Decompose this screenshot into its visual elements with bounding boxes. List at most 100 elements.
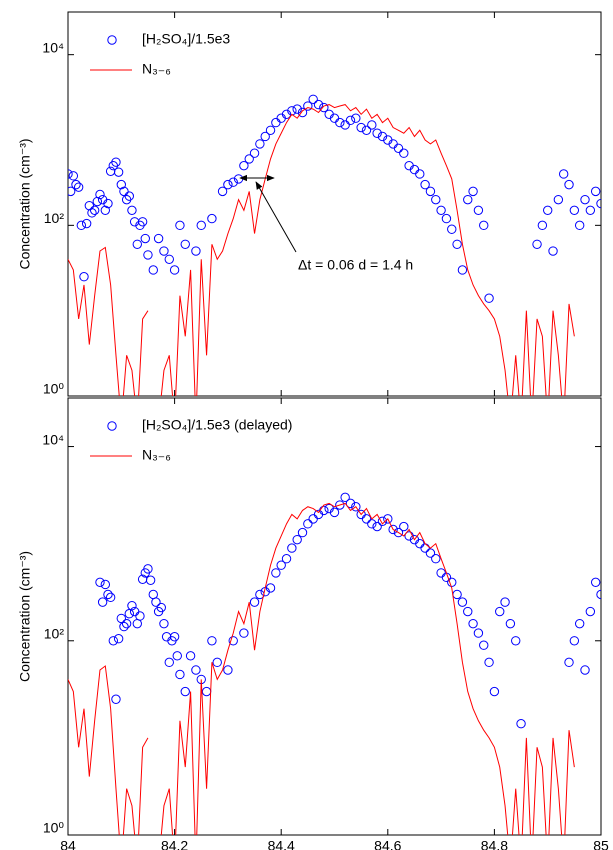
legend-label: [H₂SO₄]/1.5e3 (delayed): [142, 417, 292, 433]
x-tick-label: 84.2: [161, 838, 188, 850]
scatter-point: [303, 101, 313, 111]
scatter-point: [356, 122, 366, 133]
y-tick-label: 10⁰: [43, 820, 65, 836]
scatter-point: [548, 246, 558, 256]
legend-label: N₃₋₆: [142, 61, 171, 77]
scatter-point: [308, 514, 318, 524]
scatter-point: [431, 554, 441, 564]
scatter-point: [292, 104, 302, 114]
y-axis-label: Concentration (cm⁻³): [17, 551, 33, 682]
scatter-point: [244, 154, 254, 164]
scatter-point: [377, 131, 388, 142]
scatter-point: [169, 265, 180, 275]
scatter-point: [468, 186, 478, 197]
scatter-point: [164, 657, 174, 668]
scatter-point: [372, 521, 382, 532]
scatter-point: [159, 618, 169, 629]
scatter-point: [79, 272, 89, 282]
scatter-point: [105, 592, 116, 603]
scatter-point: [388, 524, 398, 535]
scatter-point: [468, 618, 478, 629]
y-tick-label: 10²: [44, 210, 65, 226]
scatter-point: [113, 634, 124, 644]
scatter-point: [425, 548, 436, 558]
scatter-point: [415, 169, 425, 179]
scatter-point: [564, 657, 574, 668]
scatter-point: [127, 600, 137, 611]
scatter-point: [159, 246, 169, 256]
scatter-point: [297, 527, 308, 538]
scatter-point: [457, 597, 468, 607]
scatter-point: [111, 694, 121, 704]
scatter-point: [367, 519, 377, 529]
scatter-point: [543, 205, 553, 216]
y-axis-label: Concentration (cm⁻³): [17, 138, 33, 269]
scatter-point: [345, 115, 356, 126]
scatter-point: [95, 189, 105, 200]
scatter-point: [228, 636, 238, 646]
scatter-point: [393, 527, 404, 538]
scatter-point: [119, 621, 129, 632]
scatter-point: [489, 686, 500, 697]
line-series: [68, 104, 575, 396]
scatter-point: [511, 636, 521, 646]
y-tick-label: 10⁴: [42, 431, 64, 447]
x-tick-label: 84.6: [374, 838, 401, 850]
scatter-point: [431, 194, 441, 205]
scatter-point: [68, 186, 76, 197]
scatter-point: [452, 239, 462, 249]
scatter-point: [580, 194, 590, 205]
scatter-point: [169, 632, 180, 642]
scatter-point: [239, 160, 249, 171]
scatter-point: [121, 618, 132, 629]
scatter-point: [441, 213, 452, 224]
scatter-point: [228, 177, 238, 187]
scatter-point: [95, 577, 105, 588]
line-series: [68, 502, 575, 835]
scatter-point: [124, 609, 134, 619]
scatter-point: [153, 233, 164, 244]
scatter-point: [68, 169, 73, 179]
scatter-point: [574, 220, 585, 231]
scatter-point: [399, 521, 409, 532]
scatter-point: [68, 171, 79, 181]
scatter-point: [175, 220, 185, 231]
scatter-point: [473, 205, 484, 216]
scatter-point: [399, 148, 409, 158]
scatter-point: [580, 665, 590, 675]
legend-marker: [107, 35, 117, 45]
scatter-point: [191, 665, 201, 675]
scatter-point: [132, 618, 142, 629]
scatter-point: [505, 618, 516, 629]
scatter-point: [124, 191, 134, 201]
scatter-point: [164, 254, 174, 264]
scatter-point: [255, 139, 265, 149]
scatter-point: [223, 665, 233, 675]
scatter-point: [103, 589, 113, 600]
y-tick-label: 10²: [44, 625, 65, 641]
scatter-point: [564, 179, 574, 190]
scatter-point: [116, 179, 127, 190]
scatter-point: [239, 628, 249, 638]
scatter-point: [532, 239, 542, 249]
scatter-point: [87, 208, 97, 218]
scatter-point: [119, 186, 129, 197]
scatter-point: [100, 205, 111, 216]
scatter-point: [377, 516, 388, 526]
scatter-point: [71, 179, 81, 190]
scatter-point: [127, 205, 137, 216]
scatter-point: [313, 99, 324, 110]
scatter-point: [111, 157, 121, 167]
scatter-point: [76, 220, 87, 231]
scatter-point: [137, 217, 148, 227]
scatter-point: [484, 293, 494, 303]
scatter-point: [143, 564, 153, 574]
scatter-point: [145, 575, 156, 585]
x-tick-label: 84.8: [481, 838, 508, 850]
scatter-point: [281, 109, 292, 120]
scatter-point: [100, 579, 111, 590]
scatter-point: [249, 148, 260, 158]
scatter-point: [590, 577, 601, 588]
scatter-point: [249, 597, 260, 607]
